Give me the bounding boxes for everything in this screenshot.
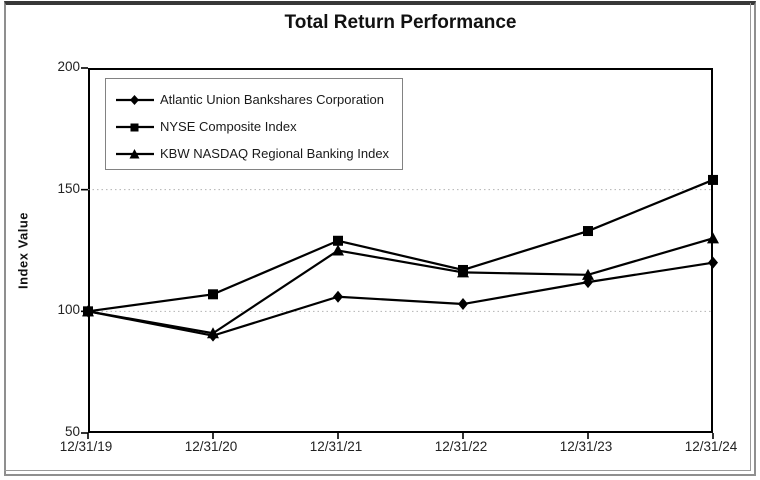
series-line-diamond [87, 261, 714, 337]
legend-item-label: Atlantic Union Bankshares Corporation [160, 92, 385, 107]
legend-item-label: NYSE Composite Index [160, 119, 297, 134]
legend-item-label: KBW NASDAQ Regional Banking Index [160, 146, 390, 161]
series-marker-triangle [582, 268, 594, 280]
series-marker-square [708, 174, 718, 185]
series-marker-square [83, 306, 93, 317]
legend-marker-square-icon [116, 123, 154, 131]
series-marker-square [208, 289, 218, 300]
x-tick-label: 12/31/19 [59, 439, 113, 454]
series-marker-diamond [333, 290, 343, 303]
x-tick-label: 12/31/23 [559, 439, 613, 454]
x-tick-label: 12/31/20 [184, 439, 238, 454]
series-line-square [87, 178, 714, 313]
chart-frame-inner-border [4, 3, 751, 471]
series-marker-diamond [708, 256, 718, 269]
legend-marker-triangle-icon [116, 148, 154, 158]
legend-item: KBW NASDAQ Regional Banking Index [116, 140, 402, 167]
series-marker-diamond [458, 298, 468, 311]
legend-item: Atlantic Union Bankshares Corporation [116, 86, 402, 113]
x-tick-label: 12/31/24 [684, 439, 738, 454]
series-marker-triangle [207, 327, 219, 339]
y-tick-label: 150 [57, 180, 80, 196]
series-marker-square [458, 264, 468, 275]
x-tick-label: 12/31/21 [309, 439, 363, 454]
y-tick-label: 100 [57, 302, 80, 318]
legend-box: Atlantic Union Bankshares Corporation NYS… [105, 78, 403, 170]
y-axis-title: Index Value [15, 211, 31, 290]
plot-svg [81, 67, 719, 439]
chart-title: Total Return Performance [284, 12, 517, 33]
series-line-triangle [87, 237, 714, 335]
series-marker-square [333, 235, 343, 246]
legend-item: NYSE Composite Index [116, 113, 402, 140]
series-marker-triangle [332, 244, 344, 256]
y-tick-label: 50 [64, 424, 80, 439]
x-tick-label: 12/31/22 [434, 439, 488, 454]
series-marker-triangle [707, 232, 719, 244]
legend-marker-diamond-icon [116, 94, 154, 105]
y-tick-label: 200 [57, 59, 80, 74]
series-marker-square [583, 226, 593, 237]
